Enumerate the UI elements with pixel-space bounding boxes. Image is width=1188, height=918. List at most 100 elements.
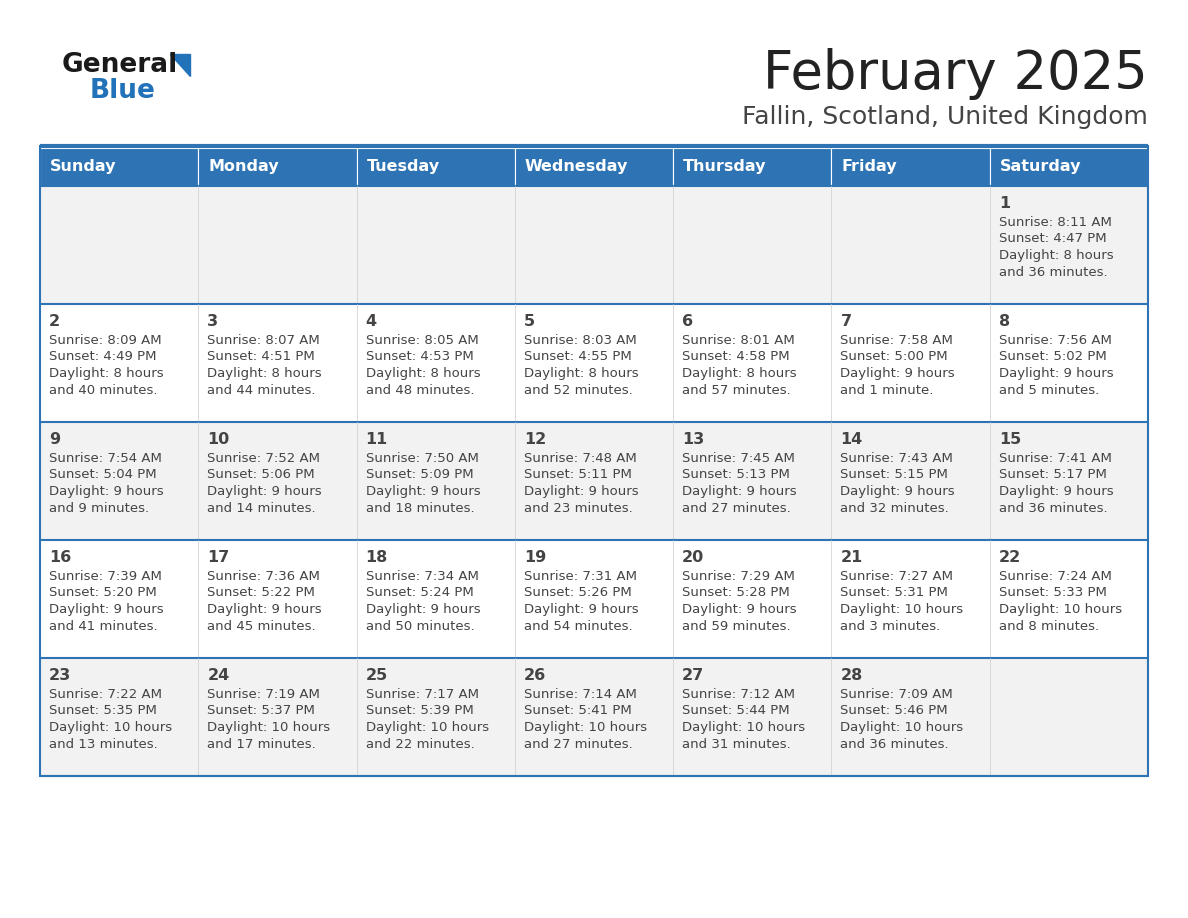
Text: Sunrise: 7:34 AM: Sunrise: 7:34 AM bbox=[366, 570, 479, 583]
Text: Sunset: 4:47 PM: Sunset: 4:47 PM bbox=[999, 232, 1106, 245]
Text: and 27 minutes.: and 27 minutes. bbox=[524, 737, 632, 751]
Text: Sunrise: 7:19 AM: Sunrise: 7:19 AM bbox=[207, 688, 320, 701]
Text: Sunrise: 7:41 AM: Sunrise: 7:41 AM bbox=[999, 452, 1112, 465]
Text: and 23 minutes.: and 23 minutes. bbox=[524, 501, 632, 514]
Text: Sunrise: 8:07 AM: Sunrise: 8:07 AM bbox=[207, 334, 320, 347]
FancyBboxPatch shape bbox=[40, 422, 1148, 540]
Text: Sunset: 4:58 PM: Sunset: 4:58 PM bbox=[682, 351, 790, 364]
Text: Sunrise: 7:14 AM: Sunrise: 7:14 AM bbox=[524, 688, 637, 701]
FancyBboxPatch shape bbox=[356, 148, 514, 186]
Text: 24: 24 bbox=[207, 668, 229, 683]
Text: Daylight: 8 hours: Daylight: 8 hours bbox=[49, 367, 164, 380]
FancyBboxPatch shape bbox=[40, 540, 1148, 658]
Text: Sunset: 4:53 PM: Sunset: 4:53 PM bbox=[366, 351, 473, 364]
Text: Sunrise: 7:22 AM: Sunrise: 7:22 AM bbox=[49, 688, 162, 701]
Text: Sunrise: 7:45 AM: Sunrise: 7:45 AM bbox=[682, 452, 795, 465]
Text: Daylight: 8 hours: Daylight: 8 hours bbox=[207, 367, 322, 380]
Text: Sunset: 5:20 PM: Sunset: 5:20 PM bbox=[49, 587, 157, 599]
Text: Sunrise: 7:17 AM: Sunrise: 7:17 AM bbox=[366, 688, 479, 701]
Text: Daylight: 8 hours: Daylight: 8 hours bbox=[999, 249, 1113, 262]
Text: 17: 17 bbox=[207, 550, 229, 565]
Text: and 17 minutes.: and 17 minutes. bbox=[207, 737, 316, 751]
Text: Sunday: Sunday bbox=[50, 160, 116, 174]
Text: Daylight: 9 hours: Daylight: 9 hours bbox=[207, 485, 322, 498]
Text: Daylight: 9 hours: Daylight: 9 hours bbox=[524, 485, 638, 498]
Text: 1: 1 bbox=[999, 196, 1010, 211]
Text: Sunset: 5:41 PM: Sunset: 5:41 PM bbox=[524, 704, 632, 718]
Polygon shape bbox=[170, 54, 190, 76]
Text: Sunset: 5:17 PM: Sunset: 5:17 PM bbox=[999, 468, 1106, 482]
Text: Daylight: 9 hours: Daylight: 9 hours bbox=[682, 603, 797, 616]
Text: General: General bbox=[62, 52, 178, 78]
Text: Daylight: 10 hours: Daylight: 10 hours bbox=[366, 721, 488, 734]
Text: Sunset: 5:15 PM: Sunset: 5:15 PM bbox=[840, 468, 948, 482]
Text: 2: 2 bbox=[49, 314, 61, 329]
Text: Daylight: 9 hours: Daylight: 9 hours bbox=[366, 485, 480, 498]
Text: Sunset: 5:44 PM: Sunset: 5:44 PM bbox=[682, 704, 790, 718]
Text: Sunset: 5:33 PM: Sunset: 5:33 PM bbox=[999, 587, 1106, 599]
Text: 12: 12 bbox=[524, 432, 546, 447]
Text: Sunset: 4:49 PM: Sunset: 4:49 PM bbox=[49, 351, 157, 364]
Text: Sunset: 5:02 PM: Sunset: 5:02 PM bbox=[999, 351, 1106, 364]
Text: Daylight: 9 hours: Daylight: 9 hours bbox=[524, 603, 638, 616]
Text: 13: 13 bbox=[682, 432, 704, 447]
Text: and 41 minutes.: and 41 minutes. bbox=[49, 620, 158, 633]
Text: Sunrise: 7:50 AM: Sunrise: 7:50 AM bbox=[366, 452, 479, 465]
Text: 16: 16 bbox=[49, 550, 71, 565]
Text: Tuesday: Tuesday bbox=[367, 160, 440, 174]
Text: and 59 minutes.: and 59 minutes. bbox=[682, 620, 791, 633]
Text: Sunset: 5:09 PM: Sunset: 5:09 PM bbox=[366, 468, 473, 482]
Text: and 14 minutes.: and 14 minutes. bbox=[207, 501, 316, 514]
Text: and 50 minutes.: and 50 minutes. bbox=[366, 620, 474, 633]
Text: and 22 minutes.: and 22 minutes. bbox=[366, 737, 474, 751]
Text: Sunrise: 8:11 AM: Sunrise: 8:11 AM bbox=[999, 216, 1112, 229]
Text: Sunset: 5:31 PM: Sunset: 5:31 PM bbox=[840, 587, 948, 599]
Text: 26: 26 bbox=[524, 668, 546, 683]
Text: Sunset: 4:51 PM: Sunset: 4:51 PM bbox=[207, 351, 315, 364]
Text: Sunset: 5:26 PM: Sunset: 5:26 PM bbox=[524, 587, 632, 599]
Text: Daylight: 10 hours: Daylight: 10 hours bbox=[999, 603, 1121, 616]
FancyBboxPatch shape bbox=[40, 658, 1148, 776]
Text: Sunrise: 8:03 AM: Sunrise: 8:03 AM bbox=[524, 334, 637, 347]
Text: Sunrise: 7:56 AM: Sunrise: 7:56 AM bbox=[999, 334, 1112, 347]
Text: Sunset: 5:00 PM: Sunset: 5:00 PM bbox=[840, 351, 948, 364]
Text: Daylight: 9 hours: Daylight: 9 hours bbox=[49, 603, 164, 616]
Text: and 57 minutes.: and 57 minutes. bbox=[682, 384, 791, 397]
Text: Sunrise: 8:09 AM: Sunrise: 8:09 AM bbox=[49, 334, 162, 347]
Text: Daylight: 10 hours: Daylight: 10 hours bbox=[524, 721, 647, 734]
Text: and 48 minutes.: and 48 minutes. bbox=[366, 384, 474, 397]
Text: Daylight: 10 hours: Daylight: 10 hours bbox=[682, 721, 805, 734]
Text: Sunrise: 7:31 AM: Sunrise: 7:31 AM bbox=[524, 570, 637, 583]
Text: and 31 minutes.: and 31 minutes. bbox=[682, 737, 791, 751]
Text: Daylight: 10 hours: Daylight: 10 hours bbox=[840, 721, 963, 734]
Text: Daylight: 8 hours: Daylight: 8 hours bbox=[366, 367, 480, 380]
Text: Daylight: 9 hours: Daylight: 9 hours bbox=[840, 367, 955, 380]
Text: Sunrise: 7:58 AM: Sunrise: 7:58 AM bbox=[840, 334, 953, 347]
Text: and 44 minutes.: and 44 minutes. bbox=[207, 384, 316, 397]
Text: 22: 22 bbox=[999, 550, 1020, 565]
Text: and 36 minutes.: and 36 minutes. bbox=[999, 501, 1107, 514]
Text: Fallin, Scotland, United Kingdom: Fallin, Scotland, United Kingdom bbox=[742, 105, 1148, 129]
Text: and 9 minutes.: and 9 minutes. bbox=[49, 501, 150, 514]
Text: 9: 9 bbox=[49, 432, 61, 447]
Text: Daylight: 9 hours: Daylight: 9 hours bbox=[366, 603, 480, 616]
Text: Friday: Friday bbox=[841, 160, 897, 174]
Text: Daylight: 10 hours: Daylight: 10 hours bbox=[840, 603, 963, 616]
Text: Sunset: 5:24 PM: Sunset: 5:24 PM bbox=[366, 587, 473, 599]
Text: Daylight: 10 hours: Daylight: 10 hours bbox=[49, 721, 172, 734]
Text: Daylight: 9 hours: Daylight: 9 hours bbox=[207, 603, 322, 616]
Text: and 36 minutes.: and 36 minutes. bbox=[840, 737, 949, 751]
Text: 19: 19 bbox=[524, 550, 546, 565]
Text: Blue: Blue bbox=[90, 78, 156, 104]
Text: Saturday: Saturday bbox=[1000, 160, 1081, 174]
Text: Sunrise: 7:36 AM: Sunrise: 7:36 AM bbox=[207, 570, 320, 583]
Text: 15: 15 bbox=[999, 432, 1020, 447]
Text: Sunset: 5:28 PM: Sunset: 5:28 PM bbox=[682, 587, 790, 599]
FancyBboxPatch shape bbox=[990, 148, 1148, 186]
Text: Sunset: 5:39 PM: Sunset: 5:39 PM bbox=[366, 704, 473, 718]
Text: and 45 minutes.: and 45 minutes. bbox=[207, 620, 316, 633]
Text: 20: 20 bbox=[682, 550, 704, 565]
Text: Daylight: 8 hours: Daylight: 8 hours bbox=[524, 367, 638, 380]
Text: Daylight: 9 hours: Daylight: 9 hours bbox=[999, 485, 1113, 498]
Text: Sunrise: 7:09 AM: Sunrise: 7:09 AM bbox=[840, 688, 953, 701]
